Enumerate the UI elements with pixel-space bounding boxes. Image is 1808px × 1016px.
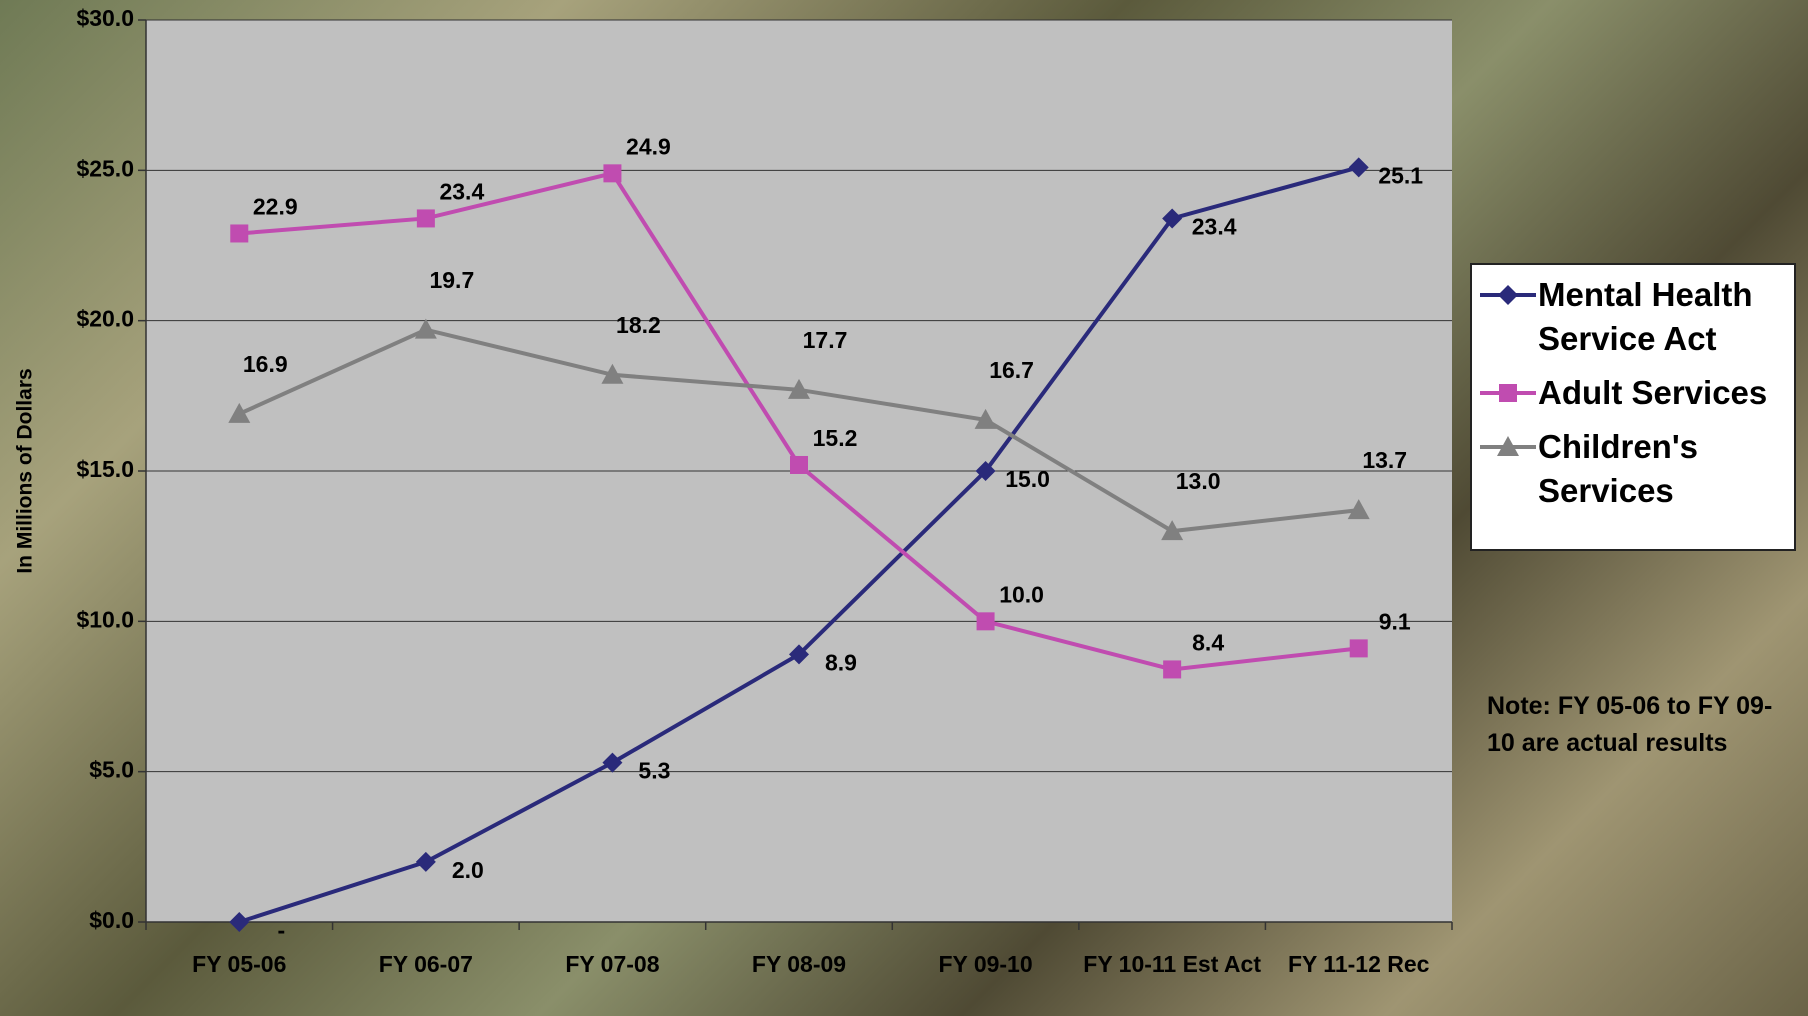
marker: [1161, 520, 1184, 541]
note: Note: FY 05-06 to FY 09-10 are actual re…: [1487, 692, 1773, 757]
data-label: 19.7: [429, 267, 474, 293]
marker: [228, 402, 251, 423]
x-tick-label: FY 06-07: [378, 951, 473, 977]
legend-item: Adult Services: [1478, 371, 1788, 415]
x-tick-label: FY 08-09: [751, 951, 847, 977]
marker: [1347, 499, 1370, 520]
marker: [416, 209, 435, 228]
legend-item: Mental Health Service Act: [1478, 273, 1788, 361]
legend-symbol: [1480, 285, 1536, 305]
marker: [788, 378, 810, 399]
marker: [789, 644, 809, 665]
data-label: 16.7: [989, 357, 1034, 383]
x-tick-label: FY 05-06: [192, 951, 287, 977]
data-label: 25.1: [1378, 162, 1423, 188]
legend-item: Children's Services: [1478, 425, 1788, 513]
x-tick-label: FY 10-11 Est Act: [1083, 951, 1261, 977]
data-label: 2.0: [452, 857, 484, 883]
legend-symbol: [1480, 384, 1536, 402]
data-label: 23.4: [439, 179, 484, 205]
marker: [230, 224, 249, 243]
legend-label: Adult Services: [1538, 374, 1768, 411]
legend-label: Children's Services: [1538, 428, 1699, 509]
marker: [603, 164, 622, 183]
data-label: 8.4: [1192, 630, 1224, 656]
data-label: -: [277, 917, 285, 943]
marker: [601, 363, 624, 384]
marker: [1349, 639, 1368, 658]
y-axis-label: In Millions of Dollars: [14, 368, 37, 573]
data-label: 15.0: [1005, 466, 1050, 492]
marker: [1498, 285, 1518, 305]
marker: [415, 851, 436, 872]
marker: [1163, 660, 1182, 679]
data-label: 13.0: [1176, 468, 1221, 494]
data-label: 22.9: [253, 194, 298, 220]
marker: [974, 408, 997, 429]
data-label: 5.3: [638, 758, 670, 784]
marker: [1348, 157, 1369, 178]
y-tick-label: $25.0: [76, 155, 134, 181]
marker: [229, 912, 250, 932]
x-tick-label: FY 07-08: [565, 951, 660, 977]
x-tick-label: FY 11-12 Rec: [1287, 951, 1430, 977]
marker: [790, 455, 808, 474]
data-label: 16.9: [243, 351, 288, 377]
legend-label: Mental Health Service Act: [1538, 276, 1753, 357]
data-label: 24.9: [626, 133, 671, 159]
y-tick-label: $15.0: [76, 456, 134, 482]
data-label: 13.7: [1362, 447, 1407, 473]
marker: [1499, 384, 1517, 402]
marker: [1497, 436, 1519, 456]
data-label: 17.7: [803, 327, 848, 353]
data-label: 9.1: [1379, 608, 1411, 634]
data-label: 18.2: [616, 312, 661, 338]
x-tick-label: FY 09-10: [938, 951, 1033, 977]
y-tick-label: $20.0: [76, 306, 134, 332]
marker: [976, 612, 995, 631]
y-tick-label: $0.0: [89, 907, 134, 933]
marker: [602, 752, 623, 773]
data-label: 8.9: [825, 649, 857, 675]
data-label: 15.2: [813, 425, 858, 451]
y-tick-label: $5.0: [89, 757, 134, 783]
marker: [414, 318, 437, 339]
marker: [975, 461, 996, 481]
y-tick-label: $10.0: [76, 606, 134, 632]
data-label: 23.4: [1192, 214, 1237, 240]
legend-symbol: [1480, 436, 1536, 456]
marker: [1162, 208, 1183, 229]
data-label: 10.0: [999, 581, 1044, 607]
legend: Mental Health Service Act Adult Services C…: [1470, 263, 1796, 551]
y-tick-label: $30.0: [76, 5, 134, 31]
